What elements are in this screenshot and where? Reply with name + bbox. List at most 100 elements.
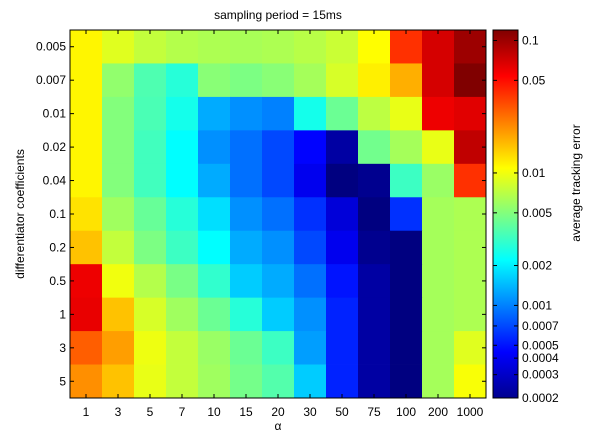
heatmap-cell (294, 163, 327, 198)
heatmap-cell (102, 130, 135, 165)
heatmap-cell (294, 230, 327, 265)
heatmap-cell (102, 364, 135, 399)
heatmap-cell (390, 130, 423, 165)
y-tick-label: 0.04 (43, 174, 67, 188)
heatmap-cell (262, 364, 295, 399)
heatmap-cell (230, 197, 263, 232)
heatmap-cell (422, 264, 455, 299)
heatmap-cell (198, 130, 231, 165)
heatmap-cell (390, 364, 423, 399)
heatmap-cell (294, 297, 327, 332)
heatmap-cell (102, 96, 135, 131)
heatmap-cell (166, 264, 199, 299)
heatmap-cell (70, 331, 103, 365)
colorbar-tick-label: 0.001 (522, 298, 552, 312)
x-tick-label: 3 (115, 405, 122, 419)
heatmap-cell (358, 331, 391, 365)
heatmap-cell (262, 197, 295, 232)
heatmap-cell (262, 331, 295, 365)
y-tick-label: 3 (59, 341, 66, 355)
heatmap-cells (70, 30, 487, 399)
x-tick-label: 100 (396, 405, 416, 419)
y-tick-label: 0.005 (36, 40, 66, 54)
colorbar-tick-label: 0.1 (522, 33, 539, 47)
heatmap-cell (70, 264, 103, 299)
heatmap-cell (102, 197, 135, 232)
y-tick-label: 0.01 (43, 107, 67, 121)
x-tick-label: 1000 (457, 405, 484, 419)
y-tick-label: 0.2 (49, 240, 66, 254)
heatmap-cell (230, 297, 263, 332)
heatmap-cell (326, 163, 359, 198)
heatmap-cell (198, 163, 231, 198)
heatmap-cell (134, 130, 167, 165)
heatmap-cell (358, 297, 391, 332)
heatmap-cell (134, 230, 167, 265)
heatmap-cell (422, 230, 455, 265)
y-tick-label: 0.02 (43, 140, 67, 154)
heatmap-cell (198, 264, 231, 299)
heatmap-cell (390, 331, 423, 365)
heatmap-cell (326, 297, 359, 332)
heatmap-cell (198, 30, 231, 64)
heatmap-cell (262, 30, 295, 64)
heatmap-cell (198, 63, 231, 98)
colorbar-tick-label: 0.05 (522, 73, 546, 87)
heatmap-cell (294, 63, 327, 98)
heatmap-cell (326, 197, 359, 232)
colorbar-tick-label: 0.002 (522, 259, 552, 273)
x-tick-label: 5 (147, 405, 154, 419)
heatmap-cell (70, 96, 103, 131)
heatmap-cell (102, 331, 135, 365)
heatmap-cell (422, 297, 455, 332)
x-tick-label: 1 (83, 405, 90, 419)
heatmap-cell (358, 163, 391, 198)
y-tick-label: 0.5 (49, 274, 66, 288)
heatmap-cell (166, 297, 199, 332)
heatmap-cell (198, 331, 231, 365)
heatmap-cell (198, 96, 231, 131)
heatmap-cell (454, 30, 487, 64)
y-axis-label: differentiator coefficients (13, 149, 27, 279)
x-tick-label: 200 (428, 405, 448, 419)
heatmap-cell (166, 163, 199, 198)
heatmap-cell (262, 230, 295, 265)
heatmap-cell (134, 297, 167, 332)
heatmap-cell (134, 197, 167, 232)
colorbar-frame (492, 29, 519, 399)
heatmap-cell (390, 264, 423, 299)
heatmap-cell (454, 63, 487, 98)
heatmap-cell (422, 163, 455, 198)
x-tick-label: 30 (303, 405, 317, 419)
colorbar-label: average tracking error (569, 124, 583, 241)
heatmap-cell (70, 364, 103, 399)
heatmap-cell (166, 96, 199, 131)
heatmap-cell (358, 197, 391, 232)
heatmap-cell (422, 130, 455, 165)
heatmap-cell (390, 63, 423, 98)
heatmap-cell (230, 364, 263, 399)
heatmap-cell (166, 331, 199, 365)
heatmap-cell (70, 130, 103, 165)
heatmap-cell (166, 130, 199, 165)
colorbar-tick-label: 0.01 (522, 166, 546, 180)
heatmap-cell (230, 30, 263, 64)
y-tick-label: 0.007 (36, 73, 66, 87)
heatmap-cell (358, 230, 391, 265)
chart-title: sampling period = 15ms (214, 8, 342, 22)
heatmap-cell (70, 297, 103, 332)
heatmap-cell (454, 163, 487, 198)
heatmap-cell (230, 63, 263, 98)
heatmap-cell (262, 264, 295, 299)
heatmap-cell (198, 197, 231, 232)
heatmap-cell (358, 130, 391, 165)
heatmap-cell (262, 163, 295, 198)
heatmap-cell (102, 264, 135, 299)
heatmap-cell (134, 30, 167, 64)
x-tick-label: 75 (367, 405, 381, 419)
x-tick-label: 50 (335, 405, 349, 419)
colorbar-ticks: 0.10.050.010.0050.0020.0010.00070.00050.… (493, 33, 559, 405)
heatmap-cell (454, 96, 487, 131)
colorbar (493, 30, 518, 398)
